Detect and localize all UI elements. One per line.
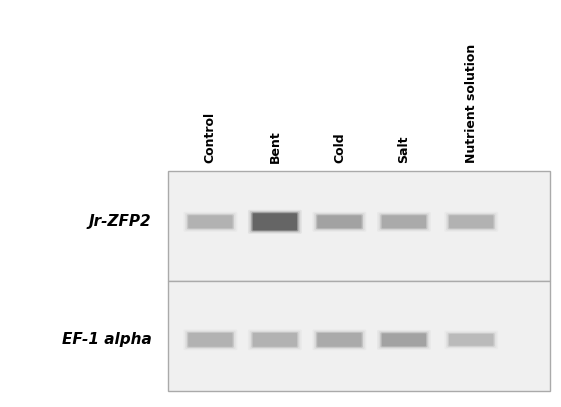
Text: Control: Control <box>204 112 217 163</box>
FancyBboxPatch shape <box>183 212 237 232</box>
FancyBboxPatch shape <box>251 332 298 348</box>
FancyBboxPatch shape <box>449 334 494 346</box>
FancyBboxPatch shape <box>248 210 302 234</box>
FancyBboxPatch shape <box>250 211 300 233</box>
FancyBboxPatch shape <box>448 333 495 347</box>
Bar <box>168 281 550 391</box>
FancyBboxPatch shape <box>185 213 236 230</box>
Text: EF-1 alpha: EF-1 alpha <box>62 333 151 347</box>
FancyBboxPatch shape <box>252 333 297 347</box>
FancyBboxPatch shape <box>449 215 494 228</box>
FancyBboxPatch shape <box>187 332 234 348</box>
FancyBboxPatch shape <box>446 213 496 230</box>
FancyBboxPatch shape <box>316 332 363 348</box>
FancyBboxPatch shape <box>381 333 426 346</box>
FancyBboxPatch shape <box>188 333 232 347</box>
FancyBboxPatch shape <box>381 215 426 228</box>
Text: Bent: Bent <box>268 130 282 163</box>
FancyBboxPatch shape <box>318 215 361 228</box>
FancyBboxPatch shape <box>187 214 234 230</box>
FancyBboxPatch shape <box>380 214 427 230</box>
FancyBboxPatch shape <box>250 330 300 349</box>
FancyBboxPatch shape <box>380 332 427 348</box>
FancyBboxPatch shape <box>312 212 366 232</box>
FancyBboxPatch shape <box>248 330 302 350</box>
Text: Salt: Salt <box>397 135 411 163</box>
FancyBboxPatch shape <box>314 213 365 230</box>
FancyBboxPatch shape <box>444 330 498 349</box>
FancyBboxPatch shape <box>444 212 498 232</box>
Text: Jr-ZFP2: Jr-ZFP2 <box>89 214 151 229</box>
Text: Cold: Cold <box>333 132 346 163</box>
Bar <box>168 171 550 281</box>
FancyBboxPatch shape <box>448 214 495 230</box>
FancyBboxPatch shape <box>318 333 361 347</box>
FancyBboxPatch shape <box>377 330 431 350</box>
FancyBboxPatch shape <box>379 331 429 348</box>
FancyBboxPatch shape <box>316 214 363 230</box>
FancyBboxPatch shape <box>446 332 496 348</box>
Text: Nutrient solution: Nutrient solution <box>465 44 478 163</box>
FancyBboxPatch shape <box>183 330 237 350</box>
FancyBboxPatch shape <box>252 213 297 230</box>
FancyBboxPatch shape <box>251 212 298 231</box>
FancyBboxPatch shape <box>314 330 365 349</box>
FancyBboxPatch shape <box>185 330 236 349</box>
FancyBboxPatch shape <box>188 215 232 228</box>
FancyBboxPatch shape <box>379 213 429 230</box>
FancyBboxPatch shape <box>312 330 366 350</box>
FancyBboxPatch shape <box>377 212 431 232</box>
